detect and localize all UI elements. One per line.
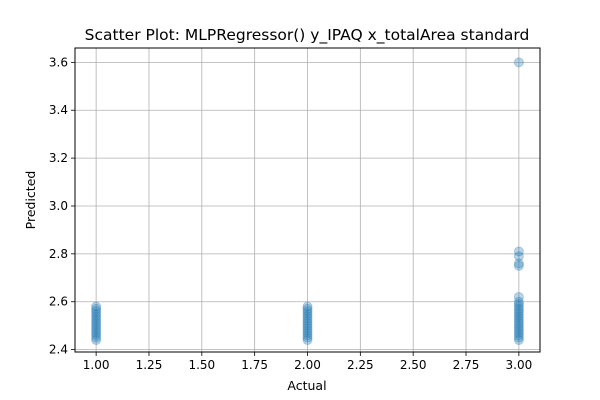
data-point (513, 301, 524, 312)
x-tick-label: 3.00 (506, 358, 533, 372)
y-tick-label: 3.4 (49, 103, 68, 117)
data-point (91, 308, 102, 319)
data-point (91, 303, 102, 314)
data-point (91, 311, 102, 322)
x-tick-label: 2.50 (400, 358, 427, 372)
x-tick-label: 1.75 (241, 358, 268, 372)
data-point (513, 260, 524, 271)
data-point (513, 311, 524, 322)
x-tick-label: 2.25 (347, 358, 374, 372)
data-point (513, 296, 524, 307)
data-point (302, 306, 313, 317)
data-point (302, 325, 313, 336)
y-tick-label: 2.4 (49, 343, 68, 357)
data-point (513, 291, 524, 302)
data-point (513, 325, 524, 336)
data-point (91, 313, 102, 324)
data-point (513, 323, 524, 334)
data-point (513, 318, 524, 329)
y-axis-label: Predicted (23, 171, 38, 230)
data-point (513, 327, 524, 338)
data-point (302, 301, 313, 312)
data-point (513, 330, 524, 341)
data-point (302, 330, 313, 341)
data-point (91, 327, 102, 338)
data-point (302, 303, 313, 314)
data-point (91, 325, 102, 336)
axis-ticks: 1.00 1.25 1.50 1.75 2.00 2.25 2.50 2.75 3.00 2.4 2… (49, 55, 532, 372)
data-point (302, 323, 313, 334)
data-point (302, 311, 313, 322)
y-tick-label: 2.6 (49, 295, 68, 309)
data-point (513, 313, 524, 324)
data-point (513, 332, 524, 343)
data-point (91, 330, 102, 341)
y-tick-label: 3.6 (49, 55, 68, 69)
x-tick-label: 1.25 (136, 358, 163, 372)
data-point (513, 303, 524, 314)
chart-title: Scatter Plot: MLPRegressor() y_IPAQ x_to… (85, 26, 530, 45)
data-point (302, 315, 313, 326)
y-tick-label: 3.2 (49, 151, 68, 165)
data-point (513, 315, 524, 326)
x-tick-label: 1.50 (188, 358, 215, 372)
x-tick-label: 2.00 (294, 358, 321, 372)
data-points (91, 57, 524, 346)
data-point (302, 313, 313, 324)
data-point (302, 320, 313, 331)
data-point (91, 306, 102, 317)
data-point (513, 57, 524, 68)
data-point (302, 308, 313, 319)
data-point (91, 323, 102, 334)
data-point (91, 318, 102, 329)
grid (75, 48, 540, 352)
x-tick-label: 1.00 (83, 358, 110, 372)
data-point (302, 318, 313, 329)
data-point (302, 327, 313, 338)
data-point (513, 258, 524, 269)
data-point (513, 335, 524, 346)
data-point (513, 299, 524, 310)
y-tick-label: 2.8 (49, 247, 68, 261)
x-axis-label: Actual (287, 378, 326, 393)
data-point (91, 335, 102, 346)
x-tick-label: 2.75 (453, 358, 480, 372)
data-point (513, 306, 524, 317)
data-point (513, 308, 524, 319)
data-point (513, 246, 524, 257)
data-point (513, 251, 524, 262)
data-point (302, 332, 313, 343)
data-point (91, 320, 102, 331)
data-point (91, 301, 102, 312)
data-point (91, 315, 102, 326)
data-point (513, 320, 524, 331)
y-tick-label: 3.0 (49, 199, 68, 213)
data-point (91, 332, 102, 343)
data-point (302, 335, 313, 346)
